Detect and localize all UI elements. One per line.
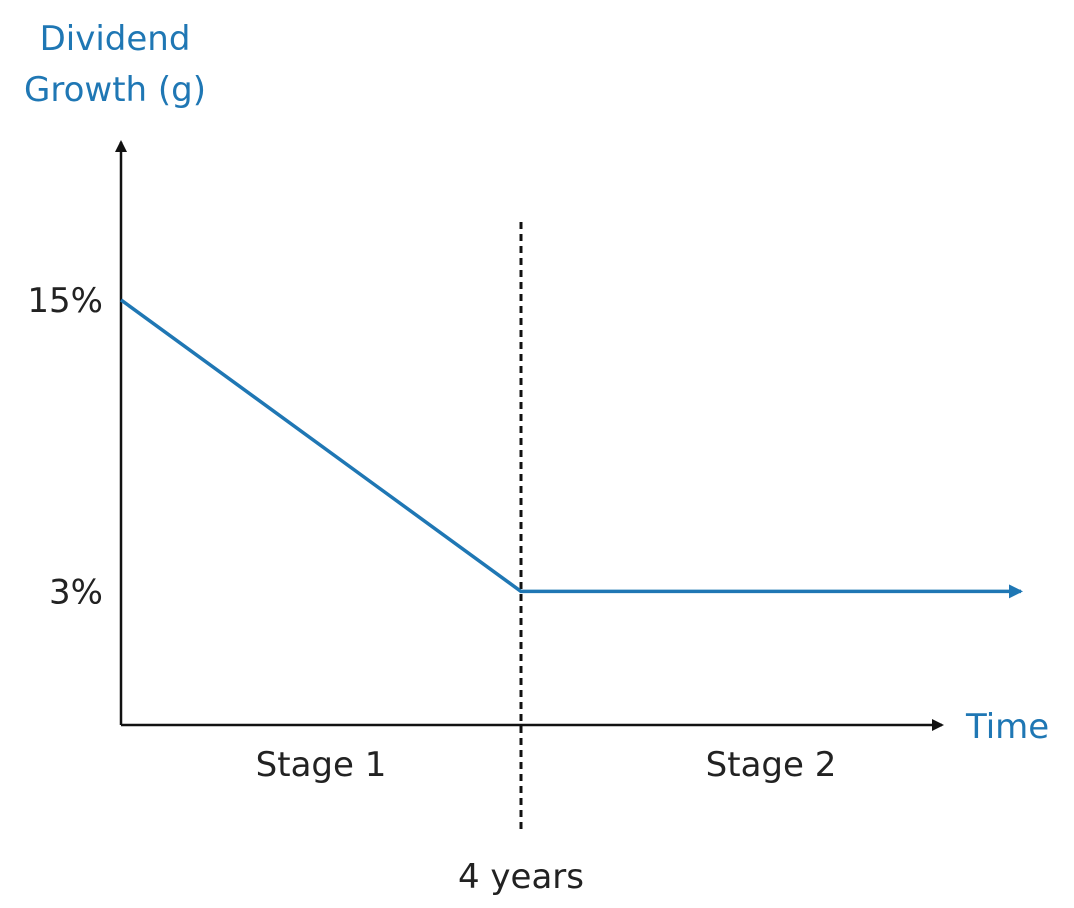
x-axis-title: Time (965, 707, 1049, 747)
y-tick-label-3: 3% (49, 572, 103, 612)
stage-2-label: Stage 2 (706, 745, 837, 785)
stage-divider-label: 4 years (458, 857, 584, 897)
y-tick-label-15: 15% (27, 281, 103, 321)
stage-1-label: Stage 1 (256, 745, 387, 785)
growth-rate-line (119, 298, 1023, 599)
y-axis-title-line1: Dividend (40, 19, 191, 59)
y-axis-title-line2: Growth (g) (24, 70, 206, 110)
